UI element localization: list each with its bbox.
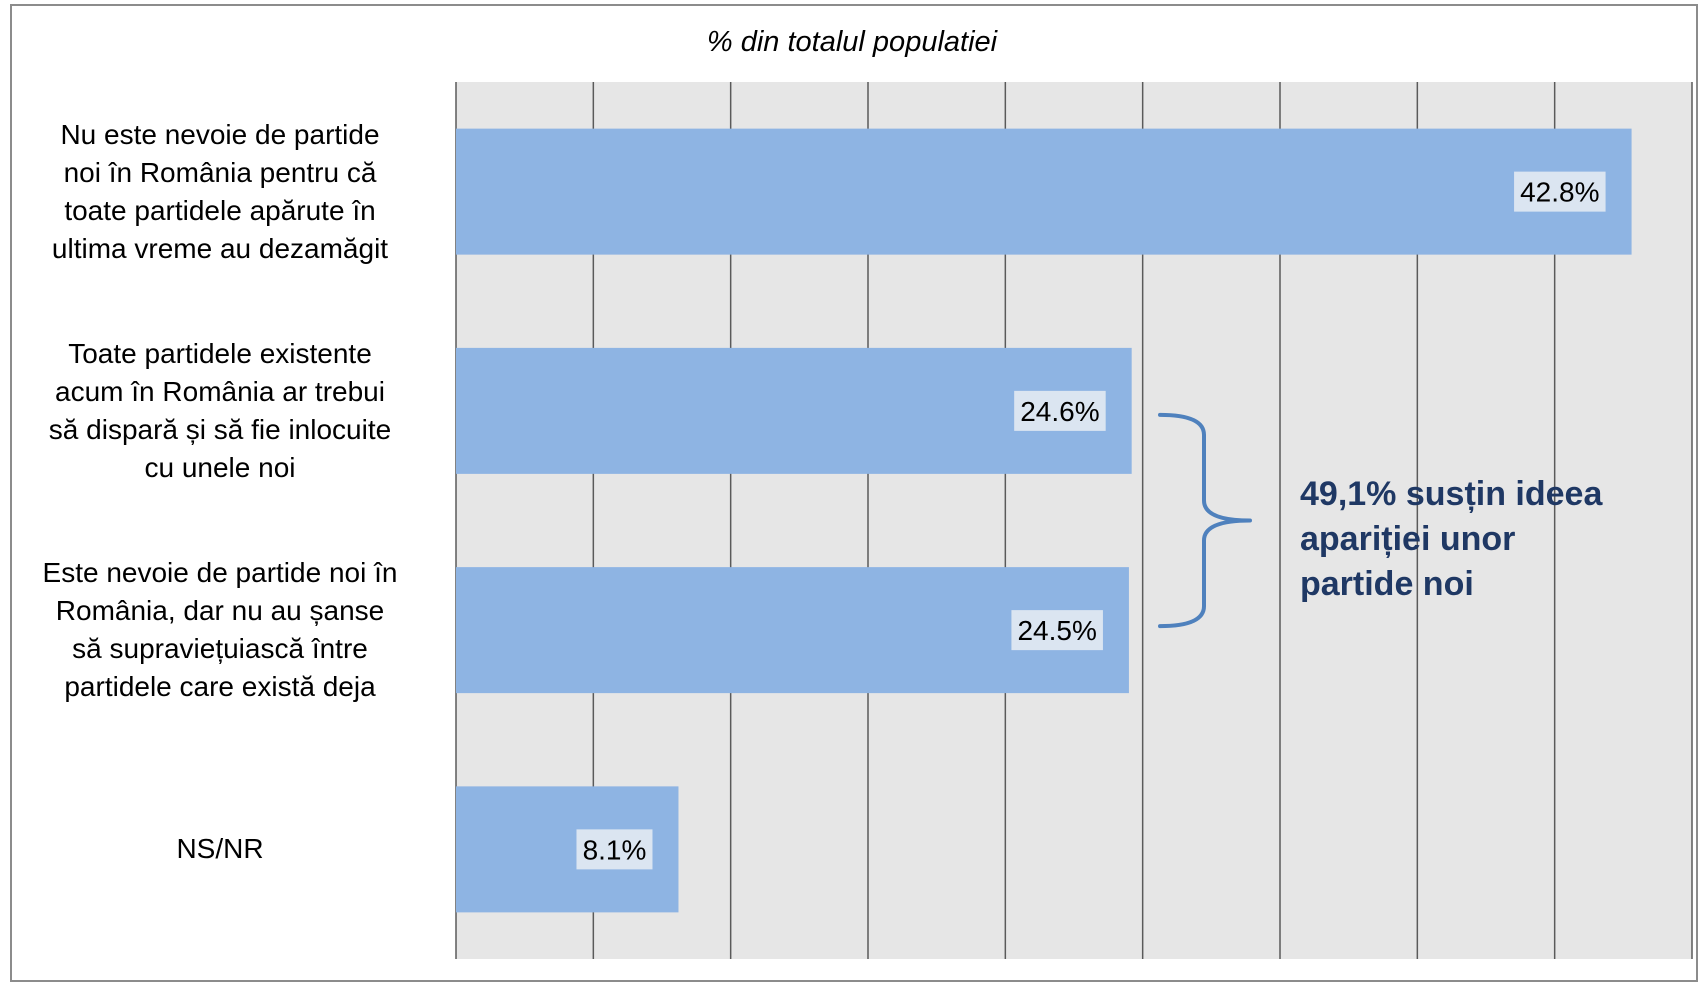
data-label: 24.5% bbox=[1017, 615, 1096, 646]
category-label: Este nevoie de partide noi în România, da… bbox=[10, 554, 430, 706]
data-label: 8.1% bbox=[583, 834, 647, 865]
category-label: NS/NR bbox=[10, 830, 430, 868]
category-label-line: Nu este nevoie de partide bbox=[60, 118, 380, 150]
category-label: Nu este nevoie de partide noi în România … bbox=[10, 116, 430, 268]
annotation-line: partide noi bbox=[1300, 565, 1474, 603]
category-label-line: partidele care există deja bbox=[64, 671, 376, 703]
category-label-line: să supraviețuiască între bbox=[72, 633, 368, 665]
data-label-box bbox=[1014, 390, 1106, 431]
data-label: 42.8% bbox=[1520, 177, 1599, 208]
data-label-box bbox=[1514, 171, 1606, 212]
category-label-line: NS/NR bbox=[176, 833, 264, 865]
data-label-box bbox=[1011, 610, 1103, 651]
annotation-callout: 49,1% susțin ideea apariției unor partid… bbox=[1300, 472, 1602, 607]
annotation-line: 49,1% susțin ideea bbox=[1300, 475, 1603, 513]
category-label-line: noi în România pentru că bbox=[63, 156, 377, 188]
category-label-line: toate partidele apărute în bbox=[64, 194, 376, 226]
data-label-box bbox=[576, 829, 653, 870]
category-label: Toate partidele existente acum în România… bbox=[10, 335, 430, 487]
category-label-line: România, dar nu au șanse bbox=[55, 595, 385, 627]
chart-title: % din totalul populatiei bbox=[706, 26, 998, 58]
category-label-line: Toate partidele existente bbox=[68, 337, 372, 369]
category-label-line: ultima vreme au dezamăgit bbox=[51, 232, 389, 264]
category-label-line: acum în România ar trebui bbox=[55, 375, 385, 407]
annotation-line: apariției unor bbox=[1300, 520, 1516, 558]
bar bbox=[456, 128, 1632, 255]
category-label-line: cu unele noi bbox=[144, 451, 296, 483]
brace bbox=[1158, 412, 1252, 629]
category-label-line: să dispară și să fie inlocuite bbox=[48, 413, 392, 445]
data-label: 24.6% bbox=[1020, 396, 1099, 427]
category-label-line: Este nevoie de partide noi în bbox=[42, 557, 398, 589]
